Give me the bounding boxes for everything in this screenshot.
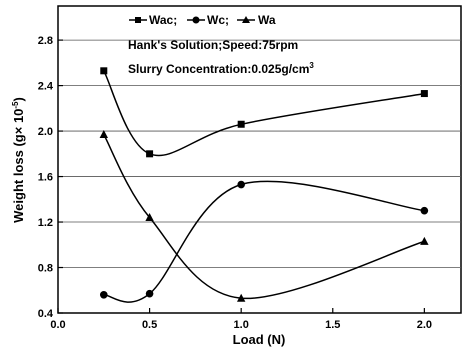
x-axis-title: Load (N): [233, 332, 286, 347]
annotation-solution-speed: Hank's Solution;Speed:75rpm: [128, 38, 298, 52]
data-point-wc: [145, 289, 154, 298]
y-tick-label: 1.6: [38, 172, 53, 184]
data-point-wa: [236, 293, 246, 302]
data-point-wac: [146, 150, 154, 158]
y-axis-title-superscript: -5: [11, 101, 20, 109]
legend-marker-wc: [192, 16, 200, 24]
y-tick-label: 0.8: [38, 263, 53, 275]
annotation-slurry-concentration: Slurry Concentration:0.025g/cm3: [128, 61, 314, 76]
data-point-wa: [420, 236, 429, 245]
x-tick-label: 1.5: [325, 319, 340, 331]
y-axis-title: Weight loss (g× 10-5): [11, 97, 26, 223]
data-point-wc: [99, 291, 108, 299]
y-tick-label: 2.4: [38, 81, 54, 93]
x-tick-label: 0.0: [50, 319, 65, 331]
y-tick-label: 2.0: [38, 126, 53, 138]
data-point-wa: [99, 129, 108, 138]
x-tick-label: 0.5: [142, 319, 157, 331]
y-axis-title-main: Weight loss (g× 10: [11, 109, 26, 223]
legend-label-wac: Wac;: [149, 13, 177, 27]
legend-marker-wa: [242, 16, 250, 23]
legend-marker-wac: [135, 17, 141, 23]
plot-frame: [57, 5, 462, 314]
x-tick-label: 1.0: [234, 319, 249, 331]
series-line-wc: [103, 180, 425, 303]
y-axis-title-suffix: ): [11, 97, 26, 101]
axis-ticks: 0.4 0.8 1.2 1.6 2.0 2.4 2.8 0.0 0.5 1.0 1.5 2.0: [38, 35, 432, 331]
y-tick-label: 1.2: [38, 217, 53, 229]
legend-label-wc: Wc;: [207, 13, 229, 27]
grid-lines: [58, 39, 461, 268]
series-line-wa: [103, 134, 425, 300]
annotation-slurry-text: Slurry Concentration:0.025g/cm: [128, 62, 309, 76]
data-point-wc: [420, 206, 429, 215]
legend-label-wa: Wa: [258, 13, 276, 27]
annotation-slurry-superscript: 3: [309, 61, 314, 70]
series-markers: [99, 67, 429, 302]
data-point-wac: [237, 120, 245, 128]
x-tick-label: 2.0: [417, 319, 432, 331]
data-point-wa: [145, 212, 154, 221]
series-line-wac: [103, 70, 425, 157]
y-tick-label: 0.4: [38, 308, 54, 320]
y-tick-label: 2.8: [38, 35, 53, 47]
data-point-wc: [237, 180, 245, 189]
data-point-wac: [420, 90, 428, 98]
series-curves: [103, 70, 425, 303]
legend: Wac; Wc; Wa: [129, 13, 276, 27]
data-point-wac: [100, 67, 108, 75]
